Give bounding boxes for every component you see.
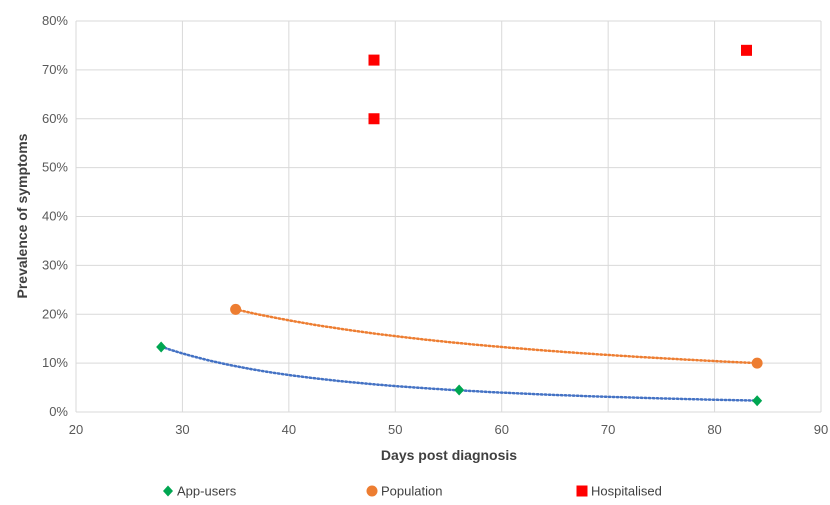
legend-label-app-users: App-users (177, 484, 237, 499)
y-axis-title: Prevalence of symptoms (14, 133, 30, 298)
legend: App-users Population Hospitalised (163, 484, 662, 499)
y-tick-label: 40% (42, 209, 68, 224)
x-tick-label: 30 (175, 422, 189, 437)
x-tick-label: 50 (388, 422, 402, 437)
legend-label-population: Population (381, 484, 442, 499)
data-point-hospitalised (741, 45, 752, 56)
data-point-app-users (752, 395, 762, 406)
x-tick-label: 20 (69, 422, 83, 437)
data-point-population (752, 358, 763, 369)
y-axis-ticks: 0% 10% 20% 30% 40% 50% 60% 70% 80% (42, 13, 68, 419)
legend-marker-hospitalised (577, 486, 588, 497)
data-point-app-users (156, 341, 166, 352)
x-tick-label: 70 (601, 422, 615, 437)
x-tick-label: 60 (494, 422, 508, 437)
x-tick-label: 90 (814, 422, 828, 437)
y-tick-label: 20% (42, 306, 68, 321)
y-tick-label: 50% (42, 160, 68, 175)
data-point-population (230, 304, 241, 315)
x-axis-ticks: 20 30 40 50 60 70 80 90 (69, 422, 828, 437)
x-axis-title: Days post diagnosis (381, 447, 517, 463)
y-tick-label: 60% (42, 111, 68, 126)
legend-marker-population (367, 486, 378, 497)
y-tick-label: 0% (49, 404, 68, 419)
x-tick-label: 40 (282, 422, 296, 437)
data-point-hospitalised (369, 55, 380, 66)
y-tick-label: 30% (42, 257, 68, 272)
grid-lines (76, 21, 821, 412)
trendline-population (236, 309, 758, 363)
data-point-hospitalised (369, 113, 380, 124)
legend-label-hospitalised: Hospitalised (591, 484, 662, 499)
y-tick-label: 10% (42, 355, 68, 370)
x-tick-label: 80 (707, 422, 721, 437)
y-tick-label: 80% (42, 13, 68, 28)
data-points (156, 45, 763, 406)
data-point-app-users (454, 385, 464, 396)
y-tick-label: 70% (42, 62, 68, 77)
legend-marker-app-users (163, 486, 173, 497)
